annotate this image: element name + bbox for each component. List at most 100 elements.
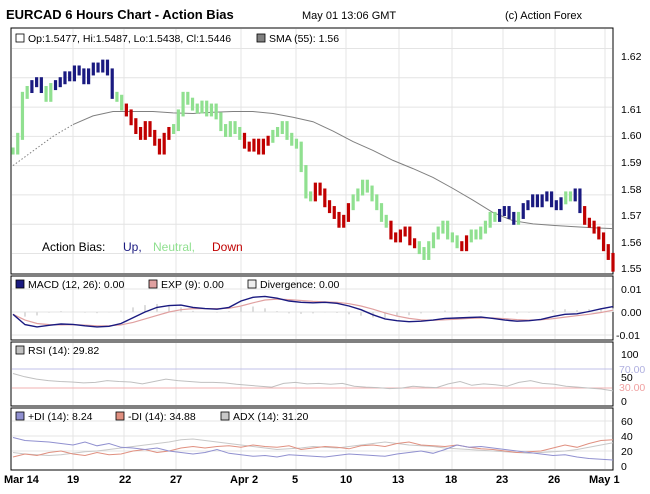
x-label-23: 23	[496, 474, 508, 486]
plus-di-legend-box	[15, 411, 25, 421]
price-bar	[545, 191, 549, 202]
price-bar	[172, 124, 176, 135]
price-tick-1-57: 1.57	[621, 210, 642, 222]
price-bar	[564, 191, 568, 205]
sma-legend-box	[256, 33, 266, 43]
sma-line-solid	[72, 111, 614, 230]
price-bar	[384, 214, 388, 228]
price-bar	[332, 206, 336, 219]
price-bar	[266, 135, 270, 146]
x-label-27: 27	[170, 474, 182, 486]
price-bar	[167, 126, 171, 140]
rsi-legend-box	[15, 345, 25, 355]
plus-di-legend: +DI (14): 8.24	[28, 411, 93, 423]
price-bar	[446, 220, 450, 240]
price-bar	[11, 147, 15, 155]
price-bar	[271, 129, 275, 143]
minus-di-legend-box	[115, 411, 125, 421]
price-bar	[370, 185, 374, 202]
price-bar	[455, 235, 459, 249]
price-bar	[195, 103, 199, 114]
price-bar	[86, 68, 91, 85]
price-bar	[223, 124, 228, 137]
price-bar	[200, 100, 204, 114]
price-tick-1-58: 1.58	[621, 184, 642, 196]
plus-di-line	[12, 437, 614, 461]
price-tick-1-59: 1.59	[621, 157, 642, 169]
price-bar	[601, 232, 606, 252]
x-label-mar14: Mar 14	[4, 474, 40, 486]
price-bar	[205, 100, 209, 117]
price-bar	[474, 229, 478, 240]
macd-tick-top: 0.01	[621, 284, 642, 296]
price-bar	[398, 229, 403, 243]
rsi-legend: RSI (14): 29.82	[28, 345, 99, 357]
price-bar	[597, 226, 601, 240]
macd-legend-box	[15, 279, 25, 289]
price-bar	[412, 238, 417, 249]
price-bar	[110, 68, 114, 99]
price-bar	[143, 121, 147, 140]
price-bar	[162, 132, 166, 155]
price-bar	[498, 208, 502, 222]
price-bar	[68, 71, 72, 82]
price-bar	[261, 138, 265, 155]
rsi-line	[12, 373, 614, 392]
price-bar	[554, 200, 558, 211]
macd-tick-zero: 0.00	[621, 307, 642, 319]
price-bar	[39, 77, 43, 94]
dmi-y-ticks: 60 40 20 0	[621, 416, 633, 473]
price-bar	[379, 203, 384, 222]
price-bar	[238, 126, 242, 140]
price-bar	[290, 132, 294, 146]
price-bar	[327, 200, 332, 214]
price-bar	[120, 94, 124, 111]
price-bar	[257, 138, 261, 155]
price-bar	[72, 65, 77, 82]
price-bar	[441, 220, 445, 234]
price-bar	[91, 62, 95, 76]
price-bar	[153, 129, 157, 146]
price-bar	[63, 71, 67, 85]
price-bar	[469, 229, 473, 243]
dmi-tick-40: 40	[621, 431, 633, 443]
rsi-y-ticks: 100 70.00 50 30.00 0	[619, 349, 645, 408]
macd-lines	[12, 295, 614, 328]
ohlc-legend-box	[15, 33, 25, 43]
price-bar	[44, 85, 48, 102]
copyright-label: (c) Action Forex	[505, 10, 583, 22]
div-legend-box	[247, 279, 257, 289]
price-bar	[233, 121, 237, 135]
price-bar	[493, 211, 497, 222]
price-bar	[337, 211, 341, 228]
chart-title: EURCAD 6 Hours Chart - Action Bias	[6, 7, 234, 22]
price-bar	[568, 191, 573, 202]
rsi-lines	[12, 373, 614, 392]
price-bar	[521, 203, 525, 219]
rsi-panel-frame	[10, 341, 614, 407]
price-bar	[431, 232, 436, 249]
price-bar	[82, 68, 86, 85]
dmi-lines	[12, 437, 614, 461]
price-bar	[573, 188, 577, 202]
price-bar	[285, 121, 289, 140]
price-bar	[587, 217, 591, 228]
sma-legend: SMA (55): 1.56	[269, 33, 339, 45]
price-bar	[252, 138, 256, 152]
price-bar	[309, 191, 313, 202]
price-bar	[124, 103, 128, 117]
price-bar	[280, 121, 284, 135]
price-bar	[49, 83, 53, 102]
price-bar	[361, 179, 365, 196]
price-bar	[450, 232, 454, 243]
price-bar	[105, 59, 110, 76]
price-bar	[408, 226, 412, 246]
x-label-19: 19	[67, 474, 79, 486]
price-tick-1-55: 1.55	[621, 263, 642, 275]
price-bar	[583, 206, 587, 225]
price-bar	[365, 179, 369, 193]
price-bar	[318, 182, 322, 196]
x-label-may1: May 1	[589, 474, 620, 486]
macd-line	[12, 295, 614, 328]
